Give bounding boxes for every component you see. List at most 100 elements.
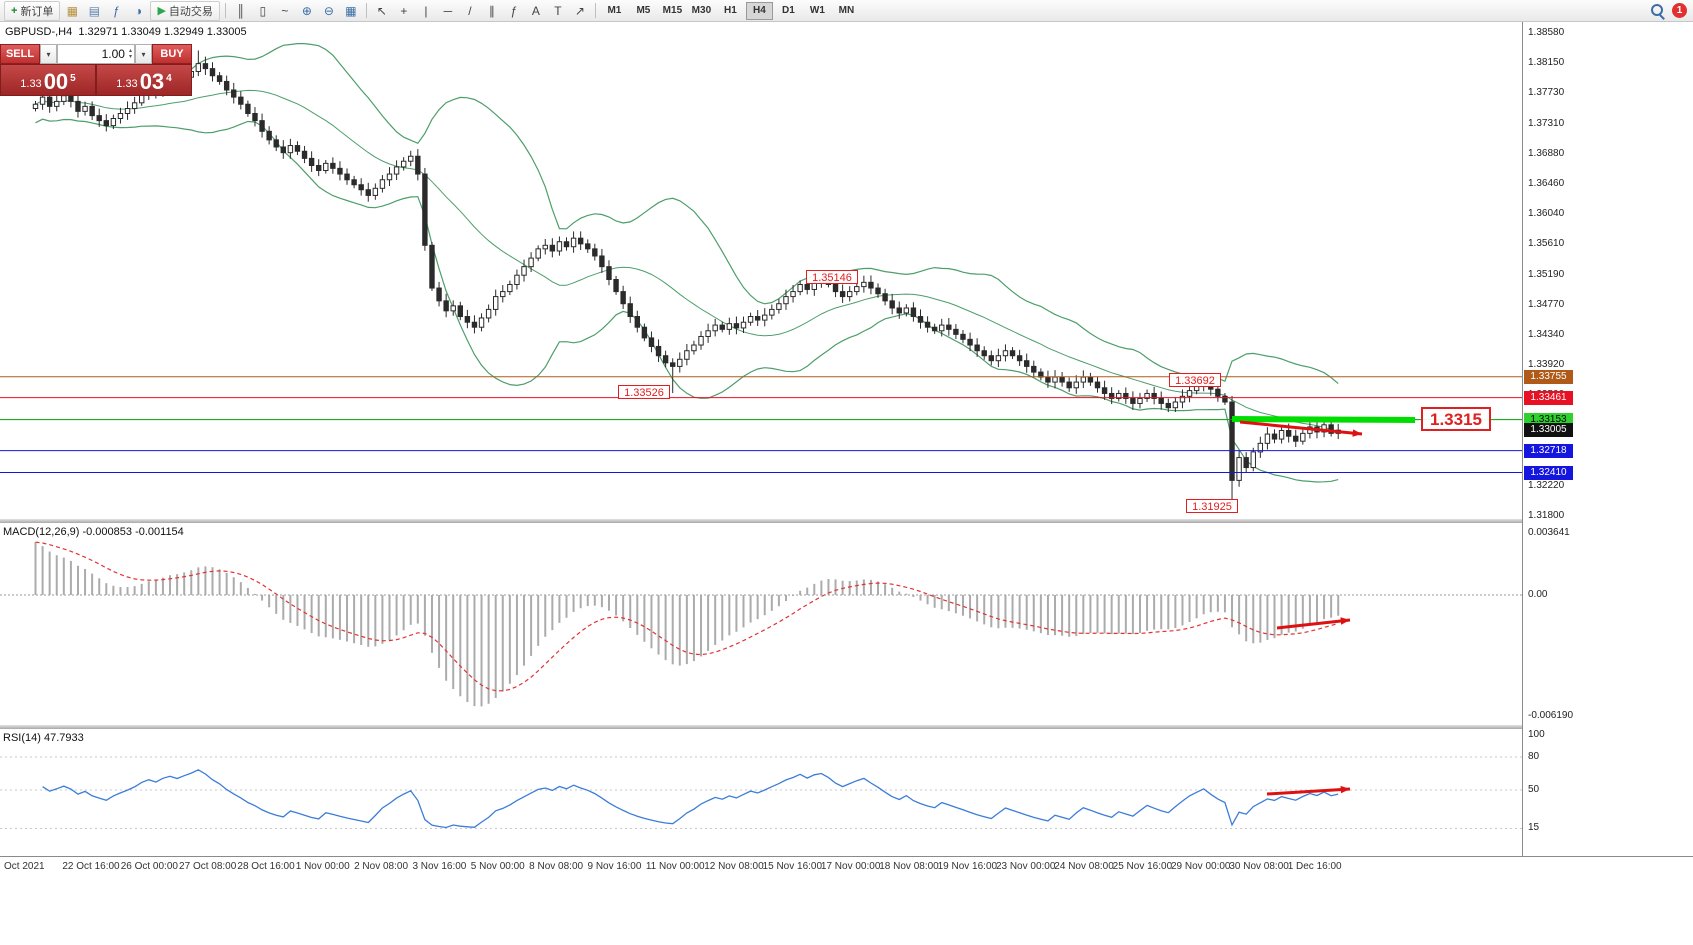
time-axis[interactable]: Oct 2021 22 Oct 16:00 26 Oct 00:00 27 Oct 0… (0, 856, 1693, 879)
green-trend-line[interactable] (1231, 416, 1416, 423)
sell-price-button[interactable]: 1.33 00 5 (0, 64, 96, 96)
buy-price-button[interactable]: 1.33 03 4 (96, 64, 192, 96)
trend-arrow[interactable] (1239, 420, 1363, 436)
new-order-button[interactable]: + 新订单 (4, 0, 61, 21)
macd-signal-line (35, 541, 1339, 692)
bollinger-upper-band (35, 43, 1339, 385)
fibonacci-icon[interactable]: ƒ (510, 3, 518, 18)
time-axis-label: 28 Oct 16:00 (237, 861, 295, 872)
horizontal-line-icon[interactable]: ─ (443, 3, 453, 18)
trend-arrow-head (1340, 785, 1350, 794)
zoom-out-icon[interactable]: ⊖ (323, 3, 334, 18)
buy-options-dropdown[interactable]: ▾ (135, 44, 152, 64)
time-axis-label: 23 Nov 00:00 (995, 861, 1056, 872)
sell-button[interactable]: SELL (0, 44, 40, 64)
chart-area: GBPUSD-,H4 1.32971 1.33049 1.32949 1.330… (0, 22, 1693, 945)
macd-indicator-label: MACD(12,26,9) -0.000853 -0.001154 (3, 526, 184, 538)
price-tag: 1.33461 (1524, 390, 1573, 405)
price-tag: 1.33153 (1524, 412, 1573, 427)
toolbar: + 新订单 ▦ ▤ ƒ ◑ ▶ 自动交易 ║ ▯ ~ ⊕ ⊖ ▦ ↖ + | ─ / ∥ ƒ A T ↗ M1 M5 M15 M30 H… (0, 0, 1693, 22)
time-axis-label: 17 Nov 00:00 (820, 861, 881, 872)
new-order-button-icon: + (11, 4, 18, 17)
history-center-icon[interactable]: ◑ (134, 3, 143, 18)
bollinger-lower-band (35, 118, 1339, 483)
trend-arrow-head (1340, 617, 1350, 625)
timeframe-m30[interactable]: M30 (691, 5, 712, 16)
trade-panel-controls: SELL ▾ 1.00 ▴ ▾ ▾ BUY (0, 44, 192, 64)
cursor-icon[interactable]: ↖ (376, 3, 387, 18)
sell-options-dropdown[interactable]: ▾ (40, 44, 57, 64)
price-tick-label: 1.33920 (1528, 359, 1565, 371)
volume-input[interactable]: 1.00 ▴ ▾ (57, 44, 135, 64)
panel-splitter[interactable] (0, 725, 1693, 729)
macd-axis-label: 0.003641 (1528, 527, 1570, 538)
price-tick-label: 1.35610 (1528, 238, 1565, 250)
arrows-icon[interactable]: ↗ (574, 3, 585, 18)
timeframe-m5[interactable]: M5 (636, 5, 651, 16)
sell-price-sup: 5 (70, 73, 76, 84)
rsi-indicator-label: RSI(14) 47.7933 (3, 732, 84, 744)
text-label-icon[interactable]: T (554, 3, 562, 18)
timeframe-w1[interactable]: W1 (809, 5, 825, 16)
macd-histogram (34, 542, 1340, 707)
price-tick-label: 1.36880 (1528, 147, 1565, 159)
trend-arrow[interactable] (1276, 618, 1351, 630)
trend-arrow[interactable] (1266, 787, 1351, 796)
time-axis-label: 5 Nov 00:00 (470, 861, 525, 872)
scale-border (1522, 22, 1523, 856)
autotrade-button[interactable]: ▶ 自动交易 (150, 0, 220, 21)
time-axis-label: 22 Oct 16:00 (62, 861, 120, 872)
price-tick-label: 1.36040 (1528, 208, 1565, 220)
trend-arrow-head (1352, 429, 1362, 437)
candles-layer (32, 50, 1341, 508)
price-chart[interactable] (0, 22, 1522, 519)
tile-windows-icon[interactable]: ▦ (345, 3, 357, 18)
time-axis-label: 15 Nov 16:00 (762, 861, 823, 872)
price-tick-label: 1.38150 (1528, 57, 1565, 69)
trendline-icon[interactable]: / (468, 3, 472, 18)
macd-panel[interactable] (0, 523, 1522, 725)
bar-chart-icon[interactable]: ║ (236, 3, 246, 18)
autotrade-button-label: 自动交易 (168, 5, 213, 18)
volume-stepper[interactable]: ▴ ▾ (128, 48, 132, 60)
equidistant-channel-icon[interactable]: ∥ (488, 3, 495, 18)
time-axis-label: 29 Nov 00:00 (1171, 861, 1231, 872)
macd-axis-label: 0.00 (1528, 589, 1548, 600)
sell-price-prefix: 1.33 (20, 78, 42, 90)
price-tag: 1.33005 (1524, 423, 1573, 438)
time-axis-label: 18 Nov 08:00 (879, 861, 939, 872)
timeframe-h1[interactable]: H1 (724, 5, 737, 16)
notification-badge[interactable]: 1 (1672, 3, 1687, 18)
timeframe-m1[interactable]: M1 (607, 5, 622, 16)
timeframe-mn[interactable]: MN (838, 5, 855, 16)
buy-price-sup: 4 (166, 73, 172, 84)
profiles-icon[interactable]: ▤ (88, 3, 101, 18)
vertical-line-icon[interactable]: | (424, 3, 428, 18)
price-tick-label: 1.31800 (1528, 510, 1565, 521)
buy-button[interactable]: BUY (152, 44, 192, 64)
time-axis-label: 26 Oct 00:00 (120, 861, 178, 872)
time-axis-label: 19 Nov 16:00 (937, 861, 998, 872)
indicators-list-icon[interactable]: ƒ (113, 3, 120, 18)
toolbar-right-group: 1 (1648, 2, 1689, 20)
price-tick-label: 1.35190 (1528, 268, 1565, 280)
text-icon[interactable]: A (531, 3, 540, 18)
candlestick-chart-icon[interactable]: ▯ (259, 3, 267, 18)
timeframe-d1[interactable]: D1 (782, 5, 795, 16)
time-axis-label: 30 Nov 08:00 (1229, 861, 1289, 872)
panel-splitter[interactable] (0, 519, 1693, 523)
search-icon[interactable] (1648, 2, 1666, 20)
timeframe-m15[interactable]: M15 (662, 5, 683, 16)
price-tick-label: 1.38580 (1528, 27, 1565, 38)
rsi-axis-label: 100 (1528, 729, 1545, 740)
crosshair-icon[interactable]: + (400, 3, 408, 18)
time-axis-label: 1 Dec 16:00 (1287, 861, 1342, 872)
price-scale[interactable]: 1.38580 1.38150 1.37730 1.37310 1.36880 1.364… (1523, 22, 1693, 856)
zoom-in-icon[interactable]: ⊕ (301, 3, 312, 18)
rsi-panel[interactable] (0, 729, 1522, 856)
price-tick-label: 1.34340 (1528, 328, 1565, 340)
chart-window-icon[interactable]: ▦ (66, 3, 79, 18)
line-chart-icon[interactable]: ~ (281, 3, 289, 18)
time-axis-label: 25 Nov 16:00 (1112, 861, 1173, 872)
timeframe-h4[interactable]: H4 (745, 1, 773, 20)
